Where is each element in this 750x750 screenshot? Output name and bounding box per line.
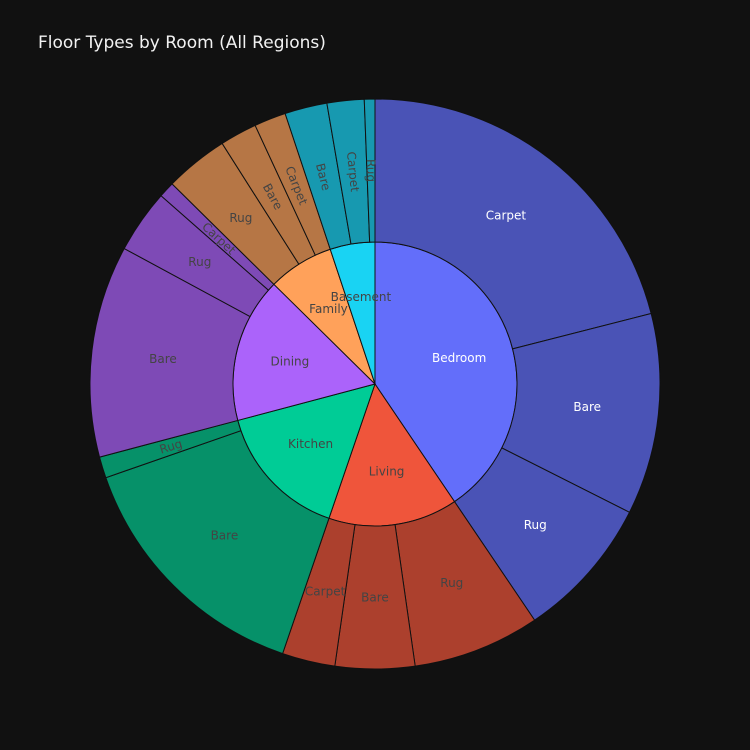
- floor-label-family-rug: Rug: [229, 211, 252, 225]
- floor-label-living-rug: Rug: [440, 576, 463, 590]
- room-label-dining: Dining: [271, 354, 310, 368]
- room-label-family: Family: [309, 302, 348, 316]
- floor-label-bedroom-carpet: Carpet: [486, 208, 527, 222]
- floor-label-basement-rug: Rug: [364, 159, 378, 182]
- floor-label-basement-bare: Bare: [313, 162, 333, 192]
- room-label-bedroom: Bedroom: [432, 351, 486, 365]
- floor-label-kitchen-bare: Bare: [211, 528, 239, 542]
- floor-segment-bedroom-carpet[interactable]: [374, 98, 652, 350]
- floor-label-dining-bare: Bare: [149, 352, 177, 366]
- room-label-basement: Basement: [331, 290, 392, 304]
- room-label-kitchen: Kitchen: [288, 437, 333, 451]
- floor-segment-dining-bare[interactable]: [89, 247, 251, 458]
- floor-label-living-carpet: Carpet: [305, 585, 346, 599]
- room-label-living: Living: [369, 464, 405, 478]
- chart-title: Floor Types by Room (All Regions): [38, 33, 326, 53]
- floor-label-living-bare: Bare: [361, 591, 389, 605]
- floor-label-bedroom-bare: Bare: [573, 400, 601, 414]
- floor-label-basement-carpet: Carpet: [344, 151, 362, 193]
- floor-segment-basement-rug[interactable]: [363, 98, 376, 243]
- floor-label-bedroom-rug: Rug: [524, 518, 547, 532]
- floor-label-kitchen-rug: Rug: [158, 436, 184, 456]
- floor-segment-kitchen-bare[interactable]: [105, 430, 330, 655]
- floor-label-dining-rug: Rug: [188, 255, 211, 269]
